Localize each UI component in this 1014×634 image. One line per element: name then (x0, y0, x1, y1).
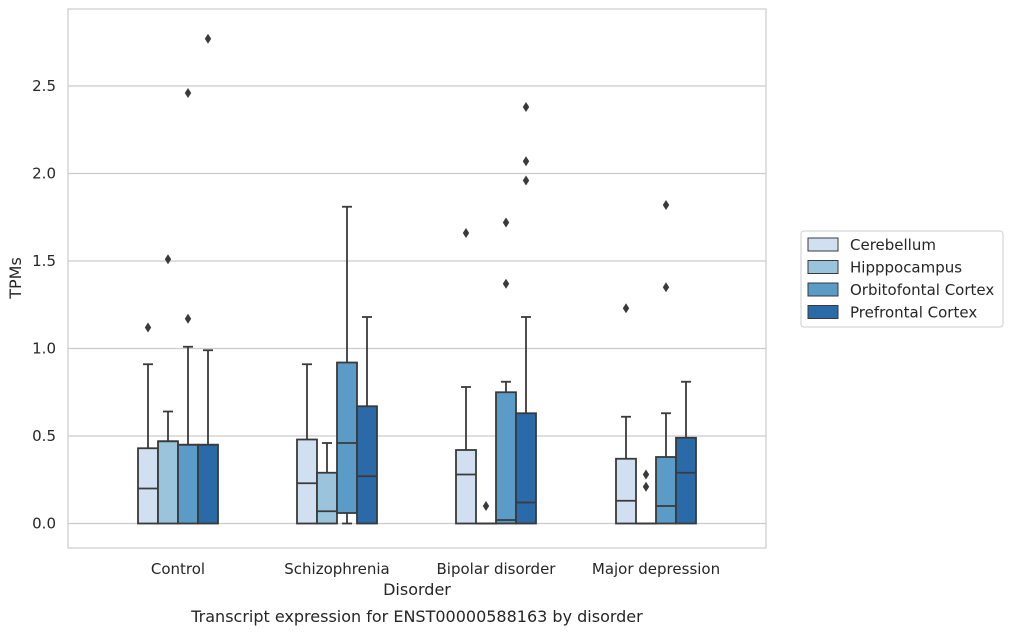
outlier-point (622, 303, 630, 314)
legend-swatch (807, 282, 839, 297)
box-body (655, 456, 677, 525)
box-2-0 (177, 88, 199, 525)
outlier-point (144, 322, 152, 333)
outlier-point (642, 481, 650, 492)
box-0-1 (296, 363, 318, 525)
box-body (316, 471, 338, 525)
outlier-point (522, 156, 530, 167)
y-tick-label: 1.0 (32, 340, 56, 358)
box-body (455, 449, 477, 525)
legend-label: Orbitofontal Cortex (850, 281, 994, 299)
y-axis-title: TPMs (6, 257, 25, 300)
y-tick-labels: 0.0 0.5 1.0 1.5 2.0 2.5 (32, 77, 56, 533)
x-tick-label: Control (151, 560, 205, 578)
box-body (615, 457, 637, 525)
outlier-point (462, 228, 470, 238)
box-2-1 (336, 205, 358, 525)
box-1-2 (475, 501, 497, 525)
legend-frame (800, 230, 1004, 328)
box-body (336, 361, 358, 514)
box-groups (137, 33, 697, 525)
x-tick-label: Schizophrenia (284, 560, 389, 578)
outlier-point (662, 282, 670, 293)
x-tick-labels: Control Schizophrenia Bipolar disorder Majo… (151, 560, 720, 578)
outlier-point (522, 102, 530, 112)
outlier-point (662, 200, 670, 210)
box-3-3 (675, 380, 697, 525)
plot-area-frame (67, 8, 767, 549)
box-3-0 (197, 33, 219, 525)
x-tick-label: Major depression (592, 560, 720, 578)
legend-label: Cerebellum (850, 236, 936, 254)
legend-swatch (807, 237, 839, 252)
box-1-0 (157, 254, 179, 525)
legend-swatch (807, 260, 839, 274)
outlier-point (164, 254, 172, 265)
outlier-point (642, 469, 650, 480)
box-body (296, 438, 318, 525)
box-3-2 (515, 102, 537, 525)
box-body (495, 391, 517, 525)
outlier-point (522, 175, 530, 186)
outlier-point (502, 278, 510, 289)
outlier-point (204, 33, 212, 44)
box-0-2 (455, 228, 477, 525)
legend-label: Prefrontal Cortex (850, 304, 977, 322)
outlier-point (184, 88, 192, 98)
box-body (177, 443, 199, 525)
box-body (356, 405, 378, 525)
box-1-3 (635, 469, 657, 525)
box-body (157, 440, 179, 525)
y-tick-label: 0.5 (32, 427, 56, 445)
box-body (675, 436, 697, 525)
chart-caption: Transcript expression for ENST0000058816… (190, 607, 643, 626)
box-3-1 (356, 316, 378, 525)
outlier-point (502, 217, 510, 228)
x-axis-title: Disorder (383, 580, 451, 599)
box-body (137, 447, 159, 525)
box-0-3 (615, 303, 637, 525)
y-tick-label: 1.5 (32, 252, 56, 270)
box-2-2 (495, 217, 517, 525)
box-1-1 (316, 442, 338, 525)
x-tick-label: Bipolar disorder (437, 560, 557, 578)
box-body (515, 412, 537, 525)
legend: Cerebellum Hipppocampus Orbitofontal Corte… (800, 230, 1004, 328)
y-tick-label: 2.0 (32, 165, 56, 183)
legend-swatch (807, 305, 839, 319)
legend-label: Hipppocampus (850, 259, 962, 277)
outlier-point (184, 313, 192, 324)
y-tick-label: 0.0 (32, 515, 56, 533)
box-0-0 (137, 322, 159, 525)
y-tick-label: 2.5 (32, 77, 56, 95)
box-body (197, 443, 219, 525)
box-2-3 (655, 200, 677, 525)
outlier-point (482, 501, 490, 511)
